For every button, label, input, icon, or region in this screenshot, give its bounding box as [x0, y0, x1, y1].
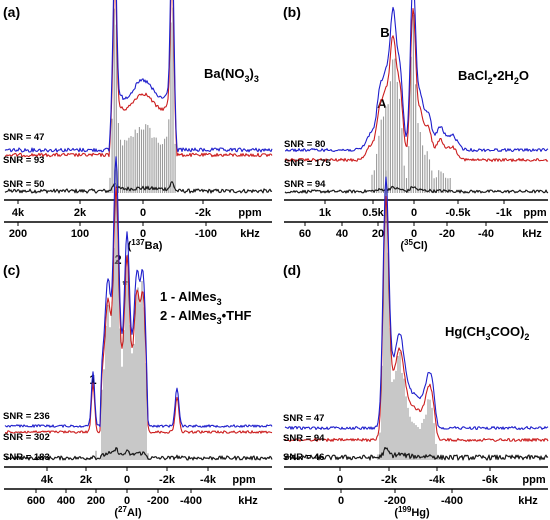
panel-c: (c) 1 - AlMes3 2 - AlMes3•THF 2 1 * SNR …: [3, 156, 273, 519]
panel-a: (a) Ba(NO3)3 SNR = 47 SNR = 93 SNR = 50 …: [3, 0, 273, 252]
panel-a-khz-tick: 100: [71, 228, 89, 240]
panel-c-khz-tick: 0: [124, 495, 130, 507]
panel-c-trace-top: [4, 156, 273, 428]
panel-c-snr-mid: SNR = 302: [3, 432, 50, 443]
panel-c-legend-1: 1 - AlMes3: [160, 289, 222, 307]
panel-b: (b) BaCl2•2H2O B A SNR = 80 SNR = 175 SN…: [283, 0, 549, 252]
panel-c-khz-tick: 400: [57, 495, 75, 507]
panel-c-ppm-unit: ppm: [232, 474, 255, 486]
panel-a-trace-top: [4, 0, 273, 153]
panel-c-trace-mid: [4, 186, 273, 434]
panel-c-ppm-tick: 0: [124, 474, 130, 486]
panel-a-khz-unit: kHz: [240, 228, 260, 240]
panel-c-ppm-tick: 2k: [80, 474, 93, 486]
panel-d-ppm-tick: -2k: [381, 474, 398, 486]
panel-b-ppm-tick: 0: [411, 207, 417, 219]
panel-c-label: (c): [3, 262, 20, 278]
panel-d-khz-tick: 0: [338, 495, 344, 507]
panel-b-snr-mid: SNR = 175: [284, 158, 331, 169]
panel-a-trace-mid: [4, 0, 273, 158]
panel-d-khz-unit: kHz: [518, 495, 538, 507]
panel-b-stick-spectrum: [371, 14, 451, 193]
panel-d-stick-spectrum: [377, 170, 439, 460]
panel-d-snr-mid: SNR = 94: [283, 433, 325, 444]
panel-b-ppm-tick: 0.5k: [362, 207, 384, 219]
panel-c-ppm-tick: -4k: [200, 474, 217, 486]
panel-a-snr-mid: SNR = 93: [3, 155, 44, 166]
panel-c-stick-spectrum: [95, 169, 149, 460]
panel-a-spectra: [4, 0, 273, 194]
panel-d-snr-bottom: SNR = 46: [283, 452, 324, 463]
panel-a-ppm-tick: 0: [140, 207, 146, 219]
panel-d-snr-top: SNR = 47: [283, 413, 324, 424]
panel-c-trace-bottom: [4, 447, 273, 461]
panel-b-label: (b): [283, 4, 301, 20]
panel-b-spectra: [284, 0, 549, 194]
panel-c-khz-tick: 600: [27, 495, 45, 507]
panel-a-nucleus: (137Ba): [128, 238, 163, 252]
panel-d-trace-bottom: [284, 447, 549, 461]
panel-a-snr-top: SNR = 47: [3, 132, 44, 143]
panel-c-khz-tick: -200: [147, 495, 169, 507]
panel-a-ppm-tick: -2k: [195, 207, 212, 219]
panel-d-ppm-tick: -6k: [482, 474, 499, 486]
panel-d-trace-top: [284, 176, 549, 431]
panel-b-ppm-tick: -1k: [496, 207, 513, 219]
panel-b-snr-top: SNR = 80: [284, 139, 325, 150]
panel-d-compound: Hg(CH3COO)2: [445, 324, 529, 342]
panel-a-khz-tick: 0: [140, 228, 146, 240]
panel-b-khz-unit: kHz: [522, 228, 542, 240]
panel-c-peak-1: 1: [89, 372, 96, 387]
panel-b-khz-tick: -40: [478, 228, 494, 240]
panel-b-ppm-tick: -0.5k: [445, 207, 471, 219]
panel-b-khz-tick: 40: [336, 228, 348, 240]
panel-b-trace-mid: [284, 8, 549, 163]
panel-b-peak-b: B: [380, 25, 389, 40]
panel-a-trace-bottom: [4, 181, 273, 194]
panel-a-compound: Ba(NO3)3: [204, 66, 259, 84]
panel-c-nucleus: (27Al): [114, 505, 142, 519]
panel-b-ppm-tick: 1k: [319, 207, 332, 219]
panel-d-khz-tick: -200: [384, 495, 406, 507]
panel-d-nucleus: (199Hg): [394, 505, 430, 519]
panel-c-khz-tick: -400: [180, 495, 202, 507]
panel-a-ppm-tick: 2k: [74, 207, 87, 219]
panel-d-trace-mid: [284, 195, 549, 442]
panel-c-spectra: [4, 156, 273, 461]
panel-d: (d) Hg(CH3COO)2 SNR = 47 SNR = 94 SNR = …: [283, 170, 549, 519]
panel-d-ppm-tick: 0: [337, 474, 343, 486]
panel-d-ppm-unit: ppm: [522, 474, 545, 486]
panel-b-compound: BaCl2•2H2O: [458, 68, 529, 86]
panel-c-ppm-tick: 4k: [41, 474, 54, 486]
panel-a-snr-bottom: SNR = 50: [3, 179, 44, 190]
panel-b-khz-tick: 0: [411, 228, 417, 240]
panel-b-khz-tick: 20: [372, 228, 384, 240]
panel-a-ppm-tick: 4k: [12, 207, 25, 219]
panel-b-peak-a: A: [377, 96, 387, 111]
panel-c-khz-unit: kHz: [238, 495, 258, 507]
panel-a-stick-spectrum: [109, 7, 176, 193]
panel-b-trace-bottom: [284, 185, 549, 194]
panel-d-spectra: [284, 170, 549, 461]
panel-d-khz-tick: -400: [441, 495, 463, 507]
panel-c-snr-bottom: SNR = 183: [3, 452, 50, 463]
panel-c-ppm-tick: -2k: [159, 474, 176, 486]
panel-b-snr-bottom: SNR = 94: [284, 179, 326, 190]
panel-b-khz-tick: 60: [299, 228, 311, 240]
panel-b-trace-top: [285, 0, 549, 153]
panel-b-nucleus: (35Cl): [400, 238, 428, 252]
panel-a-label: (a): [3, 4, 20, 20]
panel-a-khz-tick: 200: [9, 228, 27, 240]
panel-a-ppm-unit: ppm: [238, 207, 261, 219]
panel-c-khz-tick: 200: [87, 495, 105, 507]
panel-d-label: (d): [283, 262, 301, 278]
panel-a-khz-tick: -100: [195, 228, 217, 240]
panel-c-legend-2: 2 - AlMes3•THF: [160, 308, 251, 326]
panel-b-ppm-unit: ppm: [523, 207, 546, 219]
panel-b-khz-tick: -20: [439, 228, 455, 240]
panel-c-snr-top: SNR = 236: [3, 411, 50, 422]
panel-d-ppm-tick: -4k: [429, 474, 446, 486]
